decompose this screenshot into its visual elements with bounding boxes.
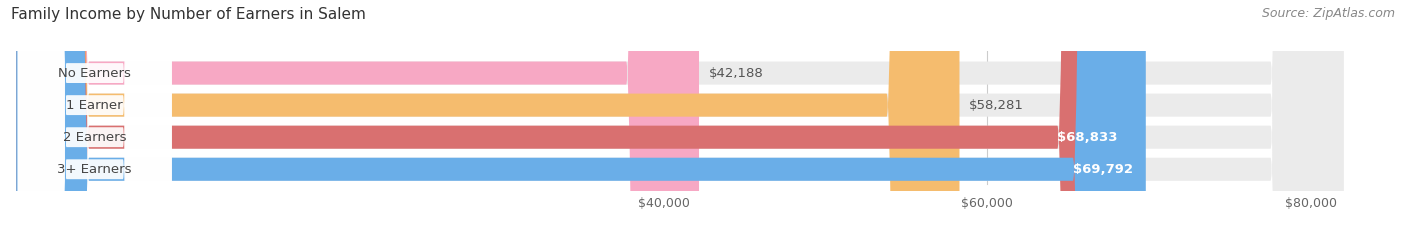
Text: 3+ Earners: 3+ Earners <box>58 163 132 176</box>
Text: Family Income by Number of Earners in Salem: Family Income by Number of Earners in Sa… <box>11 7 366 22</box>
Text: 2 Earners: 2 Earners <box>63 131 127 144</box>
FancyBboxPatch shape <box>17 0 1343 233</box>
Text: No Earners: No Earners <box>58 67 131 79</box>
FancyBboxPatch shape <box>17 0 1146 233</box>
Text: $69,792: $69,792 <box>1073 163 1133 176</box>
Text: $68,833: $68,833 <box>1057 131 1118 144</box>
FancyBboxPatch shape <box>17 0 699 233</box>
FancyBboxPatch shape <box>17 0 1343 233</box>
Text: $58,281: $58,281 <box>969 99 1024 112</box>
Text: $42,188: $42,188 <box>709 67 763 79</box>
FancyBboxPatch shape <box>17 0 959 233</box>
FancyBboxPatch shape <box>18 0 172 233</box>
FancyBboxPatch shape <box>17 0 1130 233</box>
FancyBboxPatch shape <box>17 0 1343 233</box>
FancyBboxPatch shape <box>17 0 1343 233</box>
FancyBboxPatch shape <box>18 0 172 233</box>
Text: 1 Earner: 1 Earner <box>66 99 122 112</box>
FancyBboxPatch shape <box>18 0 172 233</box>
Text: Source: ZipAtlas.com: Source: ZipAtlas.com <box>1261 7 1395 20</box>
FancyBboxPatch shape <box>18 0 172 233</box>
